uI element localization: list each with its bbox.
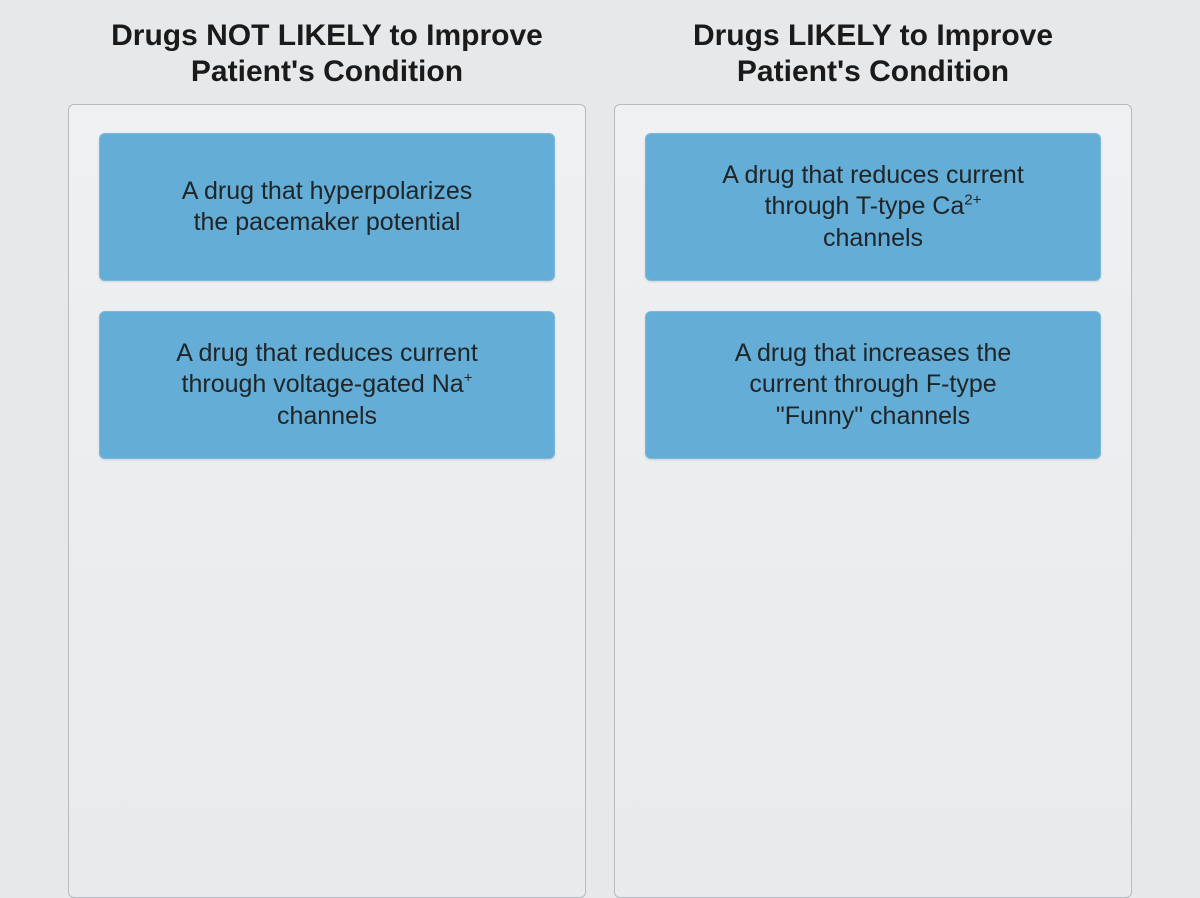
dropzone-not-likely[interactable]: A drug that hyperpolarizesthe pacemaker … — [68, 104, 586, 898]
column-not-likely: Drugs NOT LIKELY to Improve Patient's Co… — [68, 18, 586, 898]
card-text: A drug that reduces currentthrough volta… — [176, 338, 478, 432]
column-header: Drugs NOT LIKELY to Improve Patient's Co… — [68, 18, 586, 104]
card-text: A drug that reduces currentthrough T-typ… — [722, 160, 1024, 254]
header-line1: Drugs NOT LIKELY to Improve — [111, 19, 543, 52]
column-header: Drugs LIKELY to Improve Patient's Condit… — [614, 18, 1132, 104]
header-line2: Patient's Condition — [737, 55, 1009, 88]
dropzone-likely[interactable]: A drug that reduces currentthrough T-typ… — [614, 104, 1132, 898]
card-hyperpolarize-pacemaker[interactable]: A drug that hyperpolarizesthe pacemaker … — [99, 133, 555, 281]
sorting-wrap: Drugs NOT LIKELY to Improve Patient's Co… — [68, 18, 1132, 898]
header-line1: Drugs LIKELY to Improve — [693, 19, 1053, 52]
column-likely: Drugs LIKELY to Improve Patient's Condit… — [614, 18, 1132, 898]
card-increase-funny-channels[interactable]: A drug that increases thecurrent through… — [645, 311, 1101, 459]
card-text: A drug that hyperpolarizesthe pacemaker … — [182, 176, 472, 239]
card-reduce-ttype-ca[interactable]: A drug that reduces currentthrough T-typ… — [645, 133, 1101, 281]
header-line2: Patient's Condition — [191, 55, 463, 88]
card-reduce-na-channels[interactable]: A drug that reduces currentthrough volta… — [99, 311, 555, 459]
card-text: A drug that increases thecurrent through… — [735, 338, 1012, 432]
